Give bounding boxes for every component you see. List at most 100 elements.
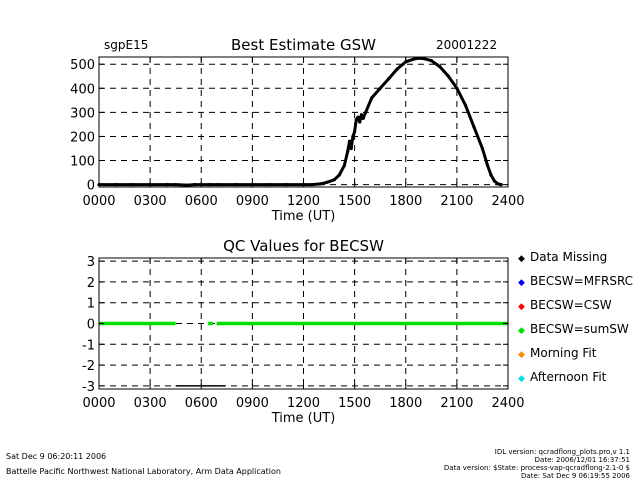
y-tick-label: 300 — [70, 106, 95, 121]
legend-item: ◆ Afternoon Fit — [518, 370, 638, 394]
x-tick-label: 2100 — [440, 396, 473, 411]
data-point — [342, 163, 346, 167]
diamond-icon: ◆ — [518, 302, 525, 312]
legend-item: ◆ BECSW=sumSW — [518, 322, 638, 346]
data-point — [351, 134, 355, 139]
data-point — [489, 173, 493, 177]
x-tick-label: 1800 — [389, 194, 422, 209]
y-tick-label: 500 — [70, 58, 95, 73]
data-point — [114, 182, 118, 187]
data-point — [267, 182, 272, 187]
y-tick-label: 0 — [87, 179, 95, 194]
data-point — [438, 65, 442, 69]
data-point — [347, 139, 352, 143]
chart-title: QC Values for BECSW — [223, 237, 384, 255]
data-point — [421, 56, 425, 61]
x-tick-label: 2100 — [440, 194, 473, 209]
y-tick-label: 1 — [87, 297, 95, 312]
data-point — [346, 149, 350, 153]
qc-legend: ◆ Data Missing ◆ BECSW=MFRSRC ◆ BECSW=CS… — [518, 250, 638, 394]
footer-idl-date: Date: 2006/12/01 16:37:51 — [534, 456, 630, 464]
data-point — [192, 182, 197, 187]
chart-title: Best Estimate GSW — [231, 36, 376, 54]
x-tick-label: 0600 — [185, 194, 218, 209]
y-tick-label: 200 — [70, 130, 95, 145]
data-point — [387, 77, 391, 81]
y-tick-label: 3 — [87, 255, 95, 270]
x-tick-label: 0900 — [236, 396, 269, 411]
data-point — [480, 146, 485, 151]
legend-label: BECSW=CSW — [530, 298, 612, 312]
legend-label: BECSW=MFRSRC — [530, 274, 634, 288]
legend-label: BECSW=sumSW — [530, 322, 629, 336]
site-label: sgpE15 — [104, 38, 149, 52]
y-tick-label: 0 — [87, 318, 95, 333]
x-tick-label: 0000 — [82, 194, 115, 209]
x-axis-label: Time (UT) — [271, 209, 336, 224]
data-point — [463, 103, 467, 107]
data-point — [284, 182, 289, 187]
y-tick-label: -1 — [82, 338, 95, 353]
data-point — [446, 74, 450, 78]
diamond-icon: ◆ — [518, 326, 525, 336]
data-point — [496, 182, 500, 186]
y-tick-label: 2 — [87, 276, 95, 291]
x-tick-label: 0900 — [236, 194, 269, 209]
diamond-icon: ◆ — [518, 374, 525, 384]
footer-data-date: Date: Sat Dec 9 06:19:55 2006 — [521, 472, 630, 480]
data-point — [395, 67, 399, 71]
x-tick-label: 1500 — [338, 194, 371, 209]
data-point — [131, 182, 135, 187]
footer-data-version: Data version: $State: process-vap-qcradf… — [443, 464, 630, 472]
diamond-icon: ◆ — [518, 350, 525, 360]
data-point — [310, 182, 314, 187]
data-point — [378, 86, 382, 90]
data-point — [165, 182, 169, 187]
legend-item: ◆ Morning Fit — [518, 346, 638, 370]
data-point — [174, 182, 178, 187]
legend-label: Data Missing — [530, 250, 608, 264]
data-point — [186, 183, 190, 187]
data-point — [370, 96, 374, 100]
legend-item: ◆ BECSW=MFRSRC — [518, 274, 638, 298]
x-axis-label: Time (UT) — [271, 411, 336, 426]
legend-item: ◆ Data Missing — [518, 250, 638, 274]
data-point — [318, 182, 323, 186]
x-tick-label: 0300 — [134, 396, 167, 411]
data-point — [354, 117, 358, 122]
x-tick-label: 0600 — [185, 396, 218, 411]
data-point — [233, 182, 237, 187]
legend-item: ◆ BECSW=CSW — [518, 298, 638, 322]
x-tick-label: 0300 — [134, 194, 167, 209]
data-point — [361, 116, 365, 120]
y-tick-label: 400 — [70, 82, 95, 97]
footer-timestamp: Sat Dec 9 06:20:11 2006 — [6, 452, 107, 461]
data-point — [349, 146, 353, 151]
footer-organization: Battelle Pacific Northwest National Labo… — [6, 467, 281, 476]
data-point — [492, 179, 496, 183]
y-tick-label: -3 — [82, 380, 95, 395]
data-point — [412, 57, 416, 61]
data-point — [337, 173, 341, 177]
data-point — [429, 59, 433, 63]
data-point — [353, 130, 357, 134]
data-point — [356, 115, 360, 119]
x-tick-label: 0000 — [82, 396, 115, 411]
data-point — [359, 113, 364, 117]
diamond-icon: ◆ — [518, 254, 525, 264]
data-point — [485, 163, 490, 167]
date-label: 20001222 — [436, 38, 498, 52]
x-tick-label: 2400 — [491, 396, 524, 411]
y-tick-label: -2 — [82, 359, 95, 374]
data-series-line — [99, 56, 502, 187]
x-tick-label: 2400 — [491, 194, 524, 209]
x-tick-label: 1800 — [389, 396, 422, 411]
data-point — [332, 178, 336, 182]
data-point — [325, 180, 329, 184]
data-point — [499, 182, 503, 187]
legend-label: Morning Fit — [530, 346, 597, 360]
data-point — [472, 125, 476, 129]
x-tick-label: 1500 — [338, 396, 371, 411]
footer-idl-version: IDL version: qcradflong_plots.pro,v 1.1 — [494, 448, 630, 456]
